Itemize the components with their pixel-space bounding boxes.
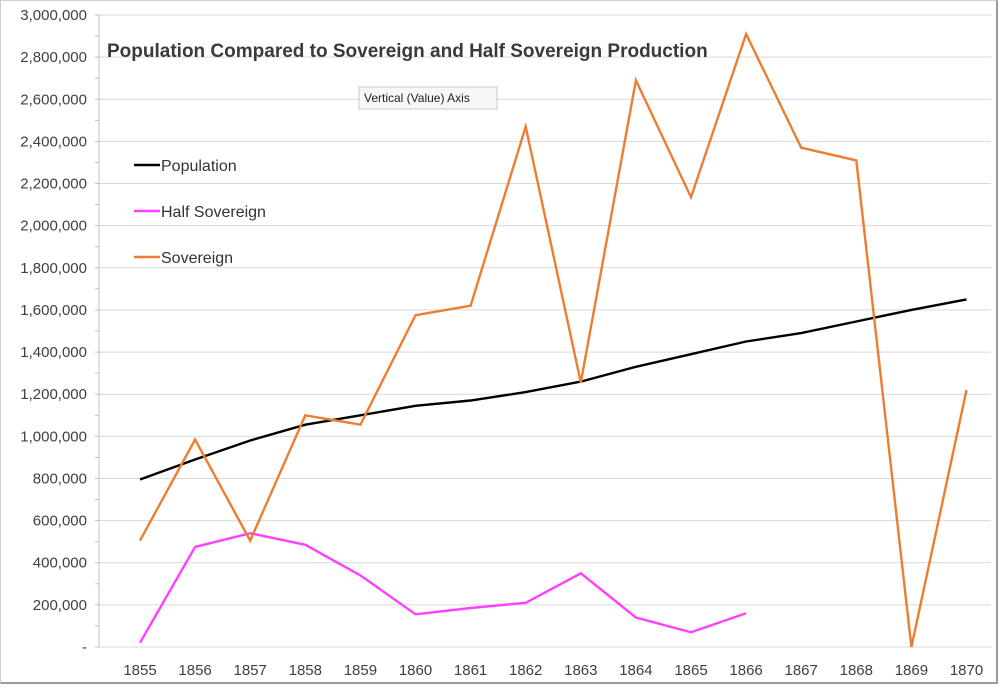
legend: Population Half Sovereign Sovereign (134, 158, 266, 267)
x-tick-label: 1866 (729, 662, 762, 679)
series-line-sovereign[interactable] (138, 30, 968, 648)
y-axis[interactable]: - 200,000 400,000 600,000 800,000 1,000,000 1,… (20, 7, 100, 656)
y-tick-label: 800,000 (33, 470, 87, 487)
series-line-half-sovereign[interactable] (138, 531, 747, 644)
tooltip-text: Vertical (Value) Axis (364, 91, 470, 105)
x-tick-label: 1863 (564, 662, 597, 679)
x-tick-label: 1864 (619, 662, 652, 679)
y-tick-label: 1,200,000 (20, 386, 87, 403)
x-tick-label: 1865 (674, 662, 707, 679)
y-tick-label: - (82, 639, 87, 656)
x-tick-label: 1858 (289, 662, 322, 679)
y-tick-label: 3,000,000 (20, 7, 87, 24)
x-tick-label: 1867 (785, 662, 818, 679)
chart-title: Population Compared to Sovereign and Hal… (107, 41, 708, 62)
y-tick-label: 200,000 (33, 597, 87, 614)
y-tick-label: 1,000,000 (20, 428, 87, 445)
y-tick-label: 1,600,000 (20, 302, 87, 319)
x-axis: 1855 1856 1857 1858 1859 1860 1861 1862 1863 1864… (123, 662, 983, 679)
y-tick-label: 2,800,000 (20, 49, 87, 66)
y-tick-label: 1,800,000 (20, 260, 87, 277)
legend-label-half-sovereign: Half Sovereign (161, 204, 266, 221)
x-tick-label: 1869 (895, 662, 928, 679)
y-tick-label: 400,000 (33, 555, 87, 572)
y-tick-label: 1,400,000 (20, 344, 87, 361)
legend-label-sovereign: Sovereign (161, 250, 233, 267)
tooltip-box (358, 86, 498, 110)
x-tick-label: 1868 (840, 662, 873, 679)
y-tick-label: 2,400,000 (20, 133, 87, 150)
x-tick-label: 1859 (344, 662, 377, 679)
x-tick-label: 1861 (454, 662, 487, 679)
y-tick-label: 2,000,000 (20, 218, 87, 235)
x-tick-label: 1855 (123, 662, 156, 679)
series-layer (138, 30, 968, 648)
x-tick-label: 1857 (234, 662, 267, 679)
axis-tooltip: Vertical (Value) Axis (358, 86, 498, 110)
legend-label-population: Population (161, 158, 237, 175)
x-tick-label: 1862 (509, 662, 542, 679)
x-tick-label: 1860 (399, 662, 432, 679)
y-tick-label: 2,600,000 (20, 91, 87, 108)
y-tick-label: 600,000 (33, 513, 87, 530)
x-tick-label: 1870 (950, 662, 983, 679)
gridlines (99, 14, 991, 648)
series-line-population[interactable] (139, 298, 967, 481)
y-tick-label: 2,200,000 (20, 176, 87, 193)
x-tick-label: 1856 (178, 662, 211, 679)
